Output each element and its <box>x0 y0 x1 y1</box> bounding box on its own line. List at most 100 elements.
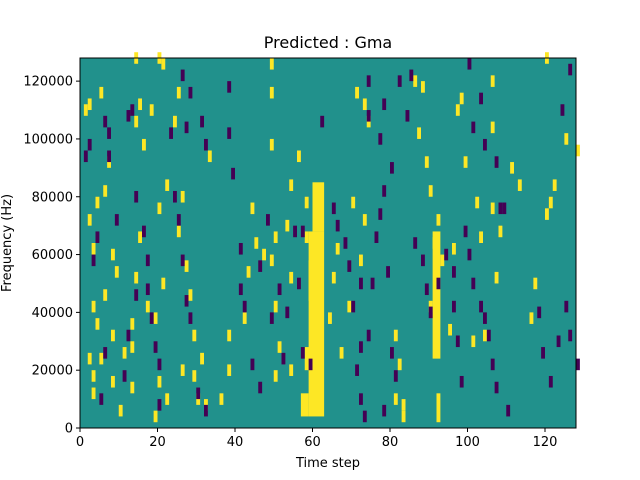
x-tick-label: 0 <box>76 435 84 450</box>
heatmap-cell-low <box>184 295 189 307</box>
heatmap-cell-high <box>111 375 115 388</box>
heatmap-cell-low <box>242 300 247 313</box>
heatmap-cell-low <box>103 115 108 128</box>
plot-frame <box>79 57 577 429</box>
heatmap-cell-low <box>413 237 418 249</box>
heatmap-cell-low <box>122 370 127 382</box>
heatmap-cell-high <box>273 370 278 382</box>
heatmap-cell-high <box>91 300 96 313</box>
heatmap-cell-low <box>564 300 569 313</box>
heatmap-cell-low <box>180 254 185 267</box>
heatmap-cell-low <box>238 243 243 255</box>
heatmap-cell-low <box>308 358 313 371</box>
heatmap-cell-low <box>169 127 173 139</box>
heatmap-cell-high <box>529 312 534 324</box>
heatmap-cell-high <box>138 98 142 111</box>
heatmap-cell-low <box>366 110 371 122</box>
heatmap-cell-low <box>541 347 545 359</box>
heatmap-cell-high <box>192 370 197 382</box>
heatmap-cell-high <box>289 271 294 284</box>
heatmap-cell-high <box>246 266 251 278</box>
heatmap-cell-low <box>238 283 243 296</box>
heatmap-cell-high <box>471 335 476 348</box>
heatmap-cell-low <box>173 190 177 203</box>
heatmap-cell-high <box>95 318 100 330</box>
heatmap-cell-low <box>99 393 104 405</box>
heatmap-cell-high <box>393 393 398 405</box>
heatmap-cell-high <box>134 271 139 284</box>
heatmap-cell-high <box>475 196 480 209</box>
heatmap-cell-low <box>370 277 375 290</box>
heatmap-cell-low <box>479 92 483 105</box>
x-tick-label: 80 <box>382 435 399 450</box>
x-tick-label: 120 <box>533 435 558 450</box>
heatmap-cell-low <box>506 404 511 417</box>
heatmap-cell-low <box>452 300 456 313</box>
heatmap-cell-low <box>157 358 162 371</box>
heatmap-cell-high <box>564 133 569 145</box>
heatmap-cell-low <box>126 110 131 122</box>
heatmap-cell-high <box>455 104 460 116</box>
heatmap-cell-low <box>374 231 379 243</box>
heatmap-cell-high <box>269 58 274 70</box>
heatmap-cell-high <box>413 75 418 87</box>
heatmap-cell-low <box>320 115 325 128</box>
heatmap-cell-high <box>200 352 204 365</box>
heatmap-cell-high <box>207 150 212 163</box>
heatmap-cell-low <box>576 358 580 371</box>
heatmap-cell-low <box>359 277 363 290</box>
heatmap-cell-high <box>180 364 185 376</box>
heatmap-cell-low <box>300 225 305 238</box>
heatmap-cell-high <box>362 98 367 111</box>
y-tick-label: 0 <box>65 422 73 437</box>
heatmap-cell-low <box>103 347 108 359</box>
heatmap-cell-low <box>471 277 476 290</box>
heatmap-band-high <box>432 231 441 359</box>
heatmap-band-high <box>436 393 441 423</box>
heatmap-cell-high <box>436 214 441 226</box>
heatmap-cell-high <box>393 329 398 342</box>
heatmap-cell-low <box>114 214 119 226</box>
heatmap-cell-low <box>467 248 472 261</box>
heatmap-cell-low <box>95 231 100 243</box>
heatmap-cell-high <box>494 271 499 284</box>
heatmap-cell-high <box>289 179 294 191</box>
heatmap-cell-high <box>130 381 135 394</box>
heatmap-cell-low <box>200 115 204 128</box>
heatmap-cell-low <box>300 347 305 359</box>
heatmap-cell-high <box>134 115 139 128</box>
heatmap-cell-low <box>196 387 201 400</box>
heatmap-cell-low <box>490 358 495 371</box>
heatmap-cell-low <box>548 375 553 388</box>
heatmap-cell-high <box>440 254 445 267</box>
heatmap-cell-high <box>359 254 363 267</box>
x-tick-label: 40 <box>227 435 244 450</box>
heatmap-cell-high <box>479 231 483 243</box>
heatmap-cell-high <box>87 352 92 365</box>
heatmap-band-high <box>308 260 313 301</box>
heatmap-cell-high <box>161 277 166 290</box>
heatmap-cell-high <box>192 329 197 342</box>
heatmap-cell-high <box>552 179 557 191</box>
heatmap-cell-high <box>421 81 425 93</box>
heatmap-cell-low <box>494 381 499 394</box>
heatmap-cell-low <box>498 202 503 215</box>
heatmap-band-high <box>308 231 325 417</box>
heatmap-cell-high <box>576 144 580 157</box>
heatmap-cell-high <box>339 347 344 359</box>
heatmap-cell-high <box>401 399 406 411</box>
y-tick-label: 20000 <box>32 364 73 379</box>
heatmap-cell-high <box>452 243 456 255</box>
heatmap-cell-high <box>153 312 158 324</box>
heatmap-cell-low <box>424 283 429 296</box>
heatmap-cell-low <box>335 219 340 232</box>
heatmap-cell-high <box>184 260 189 272</box>
heatmap-cell-low <box>134 289 139 301</box>
heatmap-cell-low <box>428 306 433 319</box>
y-axis: 0 20000 40000 60000 80000 100000 120000 <box>23 75 80 437</box>
heatmap-cell-low <box>452 266 456 278</box>
heatmap-cell-low <box>297 277 301 290</box>
heatmap-cell-low <box>347 260 352 272</box>
heatmap-cell-low <box>444 248 449 261</box>
heatmap-cell-high <box>103 185 108 197</box>
